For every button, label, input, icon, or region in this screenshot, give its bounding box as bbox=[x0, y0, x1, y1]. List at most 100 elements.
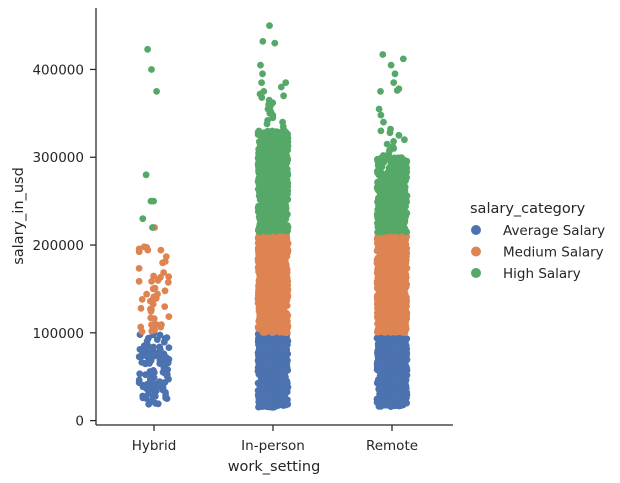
point-medium-salary bbox=[402, 256, 410, 264]
point-medium-salary bbox=[390, 255, 398, 262]
point-high-salary bbox=[263, 120, 271, 128]
point-medium-salary bbox=[148, 278, 156, 285]
point-high-salary bbox=[258, 206, 266, 214]
point-average-salary bbox=[272, 348, 280, 356]
point-average-salary bbox=[386, 402, 394, 410]
point-average-salary bbox=[388, 346, 396, 353]
point-high-salary bbox=[387, 61, 395, 69]
point-medium-salary bbox=[393, 241, 401, 249]
point-average-salary bbox=[264, 402, 271, 410]
point-average-salary bbox=[388, 374, 396, 382]
point-medium-salary bbox=[374, 325, 382, 333]
point-high-salary bbox=[398, 201, 406, 209]
point-medium-salary bbox=[267, 255, 274, 263]
point-high-salary bbox=[266, 22, 273, 29]
point-high-salary bbox=[256, 143, 264, 150]
point-medium-salary bbox=[403, 309, 411, 317]
point-average-salary bbox=[264, 364, 272, 371]
point-average-salary bbox=[258, 379, 266, 387]
point-medium-salary bbox=[388, 288, 395, 296]
point-medium-salary bbox=[385, 314, 392, 322]
point-average-salary bbox=[260, 336, 268, 344]
point-medium-salary bbox=[150, 295, 157, 303]
point-average-salary bbox=[399, 385, 407, 393]
point-medium-salary bbox=[147, 308, 155, 315]
point-medium-salary bbox=[282, 313, 290, 321]
point-high-salary bbox=[269, 114, 277, 122]
y-tick-label: 0 bbox=[75, 414, 84, 430]
point-high-salary bbox=[392, 183, 399, 190]
point-high-salary bbox=[258, 94, 266, 101]
point-medium-salary bbox=[165, 313, 173, 320]
point-average-salary bbox=[163, 334, 171, 341]
point-high-salary bbox=[399, 220, 407, 228]
point-high-salary bbox=[402, 213, 409, 221]
point-average-salary bbox=[401, 355, 409, 362]
point-average-salary bbox=[163, 372, 171, 380]
point-average-salary bbox=[154, 351, 162, 358]
point-average-salary bbox=[266, 357, 274, 364]
point-medium-salary bbox=[375, 274, 383, 282]
point-medium-salary bbox=[256, 254, 264, 261]
point-average-salary bbox=[281, 363, 289, 371]
point-medium-salary bbox=[279, 277, 287, 285]
point-high-salary bbox=[269, 194, 276, 201]
point-high-salary bbox=[270, 187, 278, 195]
point-average-salary bbox=[377, 372, 384, 380]
point-medium-salary bbox=[135, 277, 143, 285]
point-high-salary bbox=[279, 133, 287, 140]
point-medium-salary bbox=[388, 326, 395, 334]
point-average-salary bbox=[150, 343, 157, 351]
y-tick-label: 300000 bbox=[32, 150, 84, 166]
point-high-salary bbox=[264, 158, 272, 165]
point-high-salary bbox=[271, 39, 279, 47]
point-average-salary bbox=[147, 357, 155, 364]
point-medium-salary bbox=[137, 304, 145, 312]
point-high-salary bbox=[401, 136, 408, 144]
point-medium-salary bbox=[391, 308, 398, 316]
point-average-salary bbox=[156, 331, 164, 339]
point-average-salary bbox=[156, 346, 164, 353]
point-medium-salary bbox=[157, 274, 164, 281]
point-high-salary bbox=[284, 156, 291, 163]
point-average-salary bbox=[280, 375, 288, 382]
point-medium-salary bbox=[283, 250, 291, 258]
point-medium-salary bbox=[375, 299, 383, 306]
point-medium-salary bbox=[278, 263, 286, 270]
point-medium-salary bbox=[152, 321, 160, 328]
point-medium-salary bbox=[394, 327, 402, 335]
point-high-salary bbox=[255, 213, 263, 221]
point-average-salary bbox=[160, 379, 168, 387]
point-medium-salary bbox=[162, 253, 170, 260]
point-average-salary bbox=[154, 400, 162, 408]
point-high-salary bbox=[377, 88, 384, 95]
point-high-salary bbox=[282, 79, 290, 86]
point-medium-salary bbox=[397, 287, 405, 294]
point-medium-salary bbox=[264, 275, 272, 283]
point-high-salary bbox=[257, 61, 264, 69]
point-average-salary bbox=[147, 398, 155, 406]
point-high-salary bbox=[395, 131, 403, 139]
point-high-salary bbox=[395, 166, 403, 174]
point-high-salary bbox=[139, 215, 147, 223]
point-medium-salary bbox=[274, 246, 282, 254]
point-high-salary bbox=[284, 196, 291, 204]
point-average-salary bbox=[255, 403, 262, 411]
point-average-salary bbox=[267, 388, 275, 396]
point-high-salary bbox=[390, 138, 397, 145]
point-average-salary bbox=[391, 391, 398, 399]
point-high-salary bbox=[375, 183, 383, 191]
point-medium-salary bbox=[384, 265, 392, 273]
point-medium-salary bbox=[384, 250, 392, 258]
point-medium-salary bbox=[149, 285, 157, 293]
x-ticks: Hybrid In-person Remote bbox=[132, 425, 418, 454]
point-medium-salary bbox=[399, 319, 407, 327]
point-high-salary bbox=[278, 151, 286, 159]
point-medium-salary bbox=[151, 326, 159, 334]
point-high-salary bbox=[396, 191, 404, 199]
point-average-salary bbox=[274, 362, 282, 370]
point-high-salary bbox=[377, 111, 385, 119]
point-high-salary bbox=[399, 182, 407, 190]
point-high-salary bbox=[256, 173, 263, 181]
point-high-salary bbox=[261, 197, 269, 205]
